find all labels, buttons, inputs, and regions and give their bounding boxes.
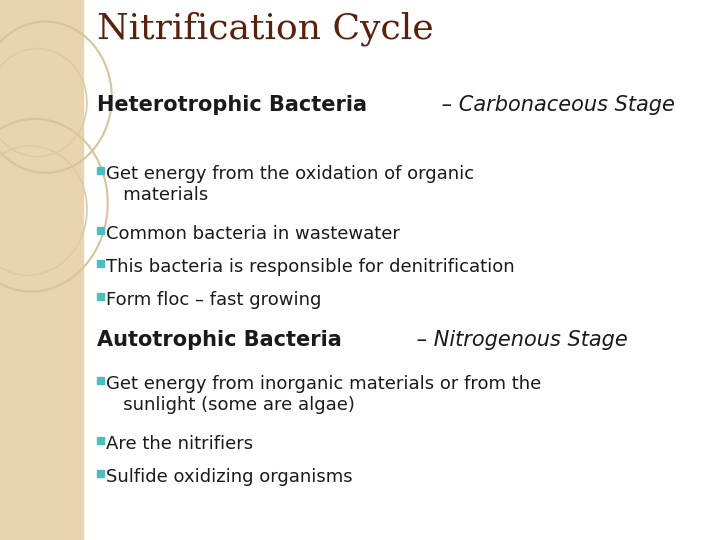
Text: Autotrophic Bacteria: Autotrophic Bacteria bbox=[97, 330, 342, 350]
Text: – Nitrogenous Stage: – Nitrogenous Stage bbox=[410, 330, 628, 350]
Text: Nitrification Cycle: Nitrification Cycle bbox=[97, 12, 434, 46]
Text: Get energy from the oxidation of organic
   materials: Get energy from the oxidation of organic… bbox=[107, 165, 474, 205]
Bar bbox=[97, 470, 104, 477]
Bar bbox=[97, 437, 104, 444]
Text: Get energy from inorganic materials or from the
   sunlight (some are algae): Get energy from inorganic materials or f… bbox=[107, 375, 541, 415]
Bar bbox=[97, 377, 104, 384]
Bar bbox=[97, 167, 104, 174]
Text: Form floc – fast growing: Form floc – fast growing bbox=[107, 291, 322, 309]
Text: Heterotrophic Bacteria: Heterotrophic Bacteria bbox=[97, 95, 367, 115]
Text: Sulfide oxidizing organisms: Sulfide oxidizing organisms bbox=[107, 468, 353, 486]
Bar bbox=[97, 293, 104, 300]
Text: Are the nitrifiers: Are the nitrifiers bbox=[107, 435, 253, 453]
Text: – Carbonaceous Stage: – Carbonaceous Stage bbox=[436, 95, 675, 115]
Bar bbox=[97, 227, 104, 234]
Bar bbox=[0, 0, 83, 540]
Text: This bacteria is responsible for denitrification: This bacteria is responsible for denitri… bbox=[107, 258, 515, 276]
Text: Common bacteria in wastewater: Common bacteria in wastewater bbox=[107, 225, 400, 243]
Bar bbox=[97, 260, 104, 267]
